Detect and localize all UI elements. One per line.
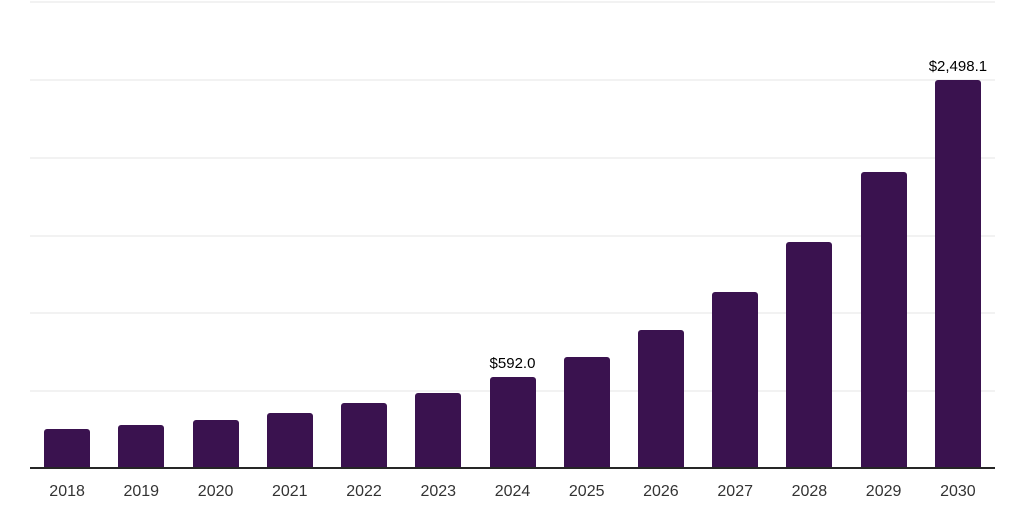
x-tick-2027: 2027 <box>717 483 753 500</box>
bar-2028 <box>786 242 833 469</box>
bar-2019 <box>118 424 165 469</box>
bar-2022 <box>341 403 387 469</box>
x-tick-2020: 2020 <box>197 483 234 500</box>
x-tick-2019: 2019 <box>123 483 160 500</box>
bar-2018 <box>44 429 91 469</box>
plot-area: $592.0 $2,498.1 <box>30 0 995 469</box>
x-tick-2022: 2022 <box>346 483 382 500</box>
value-label-2024: $592.0 <box>489 354 536 372</box>
bar-2026 <box>638 329 684 469</box>
x-tick-2024: 2024 <box>494 483 531 500</box>
bar-2027 <box>712 292 759 469</box>
gridline-3000 <box>30 1 995 3</box>
x-axis-line <box>30 467 995 469</box>
x-tick-2023: 2023 <box>420 483 457 500</box>
gridline-2000 <box>30 156 995 159</box>
gridline-1000 <box>30 312 995 315</box>
x-tick-2030: 2030 <box>940 483 976 500</box>
x-tick-2018: 2018 <box>49 483 85 500</box>
bar-2021 <box>266 413 313 469</box>
bar-2030 <box>934 80 981 469</box>
x-tick-2025: 2025 <box>568 483 605 500</box>
gridline-1500 <box>30 234 995 237</box>
value-label-2030: $2,498.1 <box>928 58 988 76</box>
gridline-2500 <box>30 78 995 81</box>
bar-2029 <box>860 171 907 469</box>
x-tick-2028: 2028 <box>791 483 828 500</box>
x-tick-2021: 2021 <box>271 483 308 500</box>
bar-2020 <box>192 420 239 469</box>
x-tick-2026: 2026 <box>643 483 679 500</box>
bar-2024 <box>489 376 536 469</box>
bar-2025 <box>563 356 610 469</box>
x-tick-2029: 2029 <box>865 483 902 500</box>
bar-2023 <box>415 393 462 469</box>
